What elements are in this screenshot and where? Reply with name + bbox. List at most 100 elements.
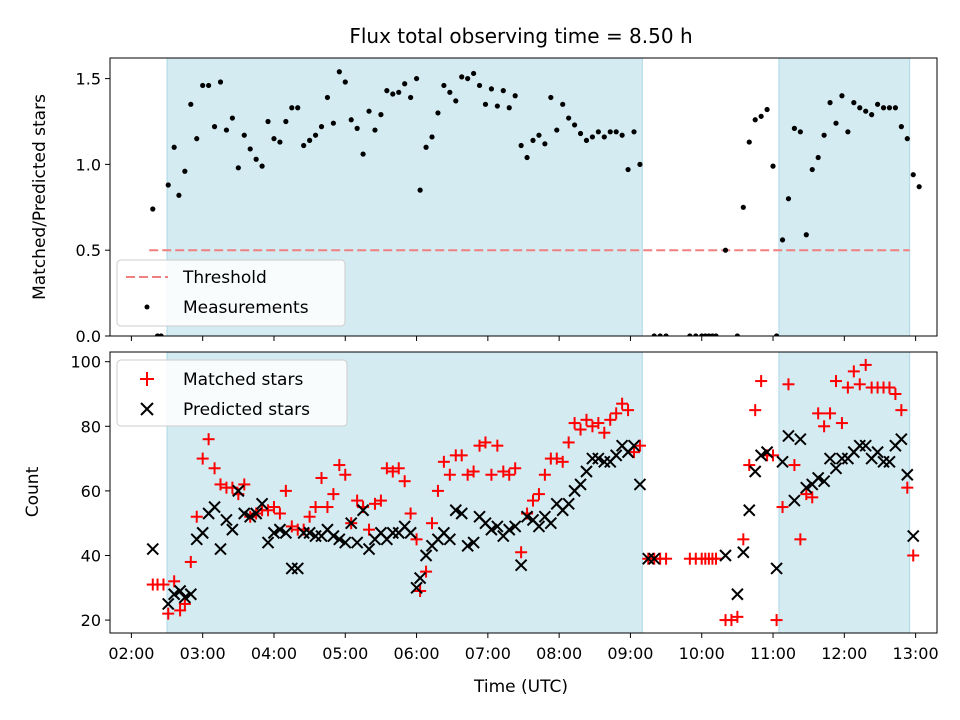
measurement-point bbox=[223, 127, 230, 133]
predicted-point bbox=[859, 439, 872, 452]
predicted-point bbox=[404, 526, 417, 540]
measurement-point bbox=[200, 82, 206, 89]
ratio-panel-frame bbox=[109, 57, 938, 337]
predicted-point bbox=[776, 455, 789, 469]
count-y-ticks: 20 40 60 80 100 bbox=[70, 353, 110, 630]
predicted-point bbox=[196, 526, 209, 540]
predicted-point bbox=[580, 465, 593, 478]
matched-point bbox=[592, 417, 605, 430]
matched-point bbox=[749, 404, 762, 417]
measurement-point bbox=[764, 106, 770, 113]
matched-point bbox=[351, 494, 364, 507]
matched-point bbox=[806, 491, 819, 504]
measurement-point bbox=[453, 98, 459, 104]
measurement-point bbox=[289, 105, 295, 111]
measurement-point bbox=[158, 333, 164, 336]
predicted-point bbox=[871, 445, 884, 459]
matched-point bbox=[743, 459, 756, 472]
x-tick-label: 10:00 bbox=[679, 644, 725, 663]
measurement-point bbox=[657, 333, 663, 336]
measurement-point bbox=[150, 206, 156, 212]
predicted-point bbox=[574, 478, 587, 491]
predicted-point bbox=[743, 504, 756, 517]
matched-point bbox=[770, 614, 783, 627]
x-tick-label: 04:00 bbox=[251, 644, 297, 663]
measurement-point bbox=[217, 79, 224, 85]
predicted-point bbox=[508, 520, 522, 533]
predicted-point bbox=[146, 542, 159, 556]
measurement-point bbox=[429, 134, 435, 140]
matched-point bbox=[509, 462, 522, 475]
measurement-point bbox=[342, 79, 348, 85]
measurement-point bbox=[542, 141, 548, 147]
matched-point bbox=[333, 459, 346, 472]
measurement-point bbox=[482, 101, 489, 107]
ratio-y-axis-label: Matched/Predicted stars bbox=[30, 94, 50, 300]
measurement-point bbox=[283, 118, 289, 125]
matched-point bbox=[485, 468, 498, 481]
measurement-point bbox=[851, 100, 857, 106]
measurement-point bbox=[827, 100, 833, 106]
predicted-point bbox=[782, 429, 795, 443]
measurement-point bbox=[770, 163, 776, 169]
measurement-point bbox=[548, 94, 554, 101]
predicted-point bbox=[267, 526, 281, 540]
measurement-point bbox=[360, 151, 366, 157]
measurement-point bbox=[235, 165, 241, 171]
matched-point bbox=[709, 552, 722, 565]
predicted-legend-label: Predicted stars bbox=[183, 400, 310, 420]
matched-point bbox=[847, 365, 860, 378]
measurement-point bbox=[447, 89, 453, 95]
measurement-point bbox=[470, 70, 477, 77]
predicted-point bbox=[829, 462, 843, 475]
matched-point bbox=[168, 575, 181, 588]
matched-point bbox=[443, 468, 456, 481]
ratio-panel: 0.0 0.5 1.0 1.5 Matched/Predicted stars Thr… bbox=[30, 57, 938, 346]
matched-point bbox=[598, 426, 611, 439]
count-legend-box bbox=[116, 359, 348, 427]
measurement-point bbox=[265, 118, 271, 125]
predicted-point bbox=[410, 581, 423, 594]
matched-point bbox=[628, 446, 641, 459]
matched-point bbox=[398, 475, 411, 488]
matched-point bbox=[660, 552, 673, 565]
predicted-point bbox=[514, 558, 528, 572]
measurement-point bbox=[488, 86, 495, 92]
matched-point bbox=[633, 439, 646, 452]
matched-point bbox=[503, 468, 516, 481]
y-tick-label: 20 bbox=[81, 611, 101, 630]
measurement-point bbox=[301, 142, 307, 149]
predicted-point bbox=[627, 439, 641, 452]
measurement-point bbox=[423, 144, 429, 150]
predicted-point bbox=[731, 588, 744, 601]
y-tick-label: 0.0 bbox=[76, 327, 101, 346]
matched-point bbox=[859, 358, 872, 371]
measurement-point bbox=[693, 333, 699, 336]
matched-point bbox=[889, 387, 902, 400]
matched-point bbox=[479, 436, 492, 449]
measurement-point bbox=[874, 101, 881, 107]
measurement-point bbox=[307, 137, 313, 143]
predicted-point bbox=[544, 516, 558, 530]
measurement-point bbox=[211, 124, 218, 130]
matched-point bbox=[162, 607, 175, 620]
measurement-point bbox=[396, 89, 402, 95]
matched-point bbox=[363, 523, 376, 536]
measurement-point bbox=[809, 166, 815, 173]
figure-title: Flux total observing time = 8.50 h bbox=[349, 24, 692, 48]
measurement-point bbox=[312, 132, 319, 138]
predicted-point bbox=[232, 484, 245, 498]
matched-legend-swatch bbox=[140, 372, 154, 386]
matched-point bbox=[788, 459, 801, 472]
predicted-point bbox=[279, 526, 293, 540]
matched-point bbox=[794, 533, 807, 546]
matched-point bbox=[426, 517, 439, 530]
count-panel: 20 40 60 80 100 02:00 03:00 04:00 05:00 06:00 07:… bbox=[23, 351, 939, 697]
matched-point bbox=[782, 378, 795, 391]
predicted-point bbox=[503, 523, 516, 536]
matched-point bbox=[737, 533, 750, 546]
matched-point bbox=[238, 478, 251, 491]
measurement-point bbox=[833, 120, 839, 126]
measurement-point bbox=[752, 117, 758, 123]
